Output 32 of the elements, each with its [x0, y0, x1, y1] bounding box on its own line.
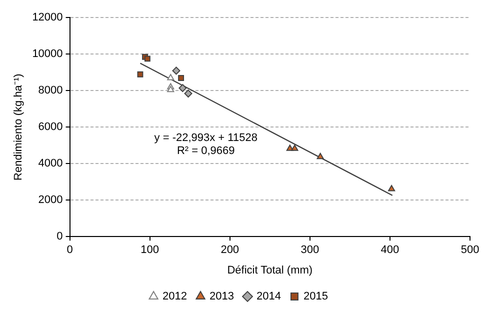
point [388, 184, 396, 192]
y-tick-label: 6000 [38, 121, 63, 134]
point [178, 75, 184, 81]
annotation: R² = 0,9669 [176, 145, 235, 158]
x-tick-label: 500 [460, 244, 480, 256]
point [167, 74, 174, 80]
legend-label: 2015 [303, 290, 328, 303]
x-tick-label: 200 [220, 244, 240, 256]
legend-label: 2014 [256, 290, 281, 303]
point [137, 71, 144, 78]
annotation: y = -22,993x + 11528 [154, 132, 258, 144]
x-tick-label: 400 [380, 244, 400, 256]
point [316, 152, 324, 160]
point [144, 56, 150, 62]
y-tick-label: 2000 [38, 194, 63, 206]
x-tick-label: 100 [140, 244, 160, 256]
y-tick-label: 12000 [32, 12, 63, 24]
legend-label: 2012 [162, 290, 188, 303]
y-tick-label: 10000 [32, 48, 63, 60]
point [291, 144, 298, 151]
x-tick-label: 0 [66, 244, 73, 256]
y-tick-label: 8000 [38, 84, 63, 97]
legend-label: 2013 [210, 290, 234, 303]
point [172, 66, 180, 75]
y-tick-label: 4000 [38, 158, 63, 170]
x-axis-title: Déficit Total (mm) [227, 264, 313, 276]
point [184, 90, 192, 98]
point [167, 86, 174, 92]
y-axis-title: Rendimiento (kg.ha⁻¹) [12, 74, 25, 180]
point [178, 84, 187, 92]
x-tick-label: 300 [300, 244, 320, 256]
y-tick-label: 0 [56, 230, 63, 243]
